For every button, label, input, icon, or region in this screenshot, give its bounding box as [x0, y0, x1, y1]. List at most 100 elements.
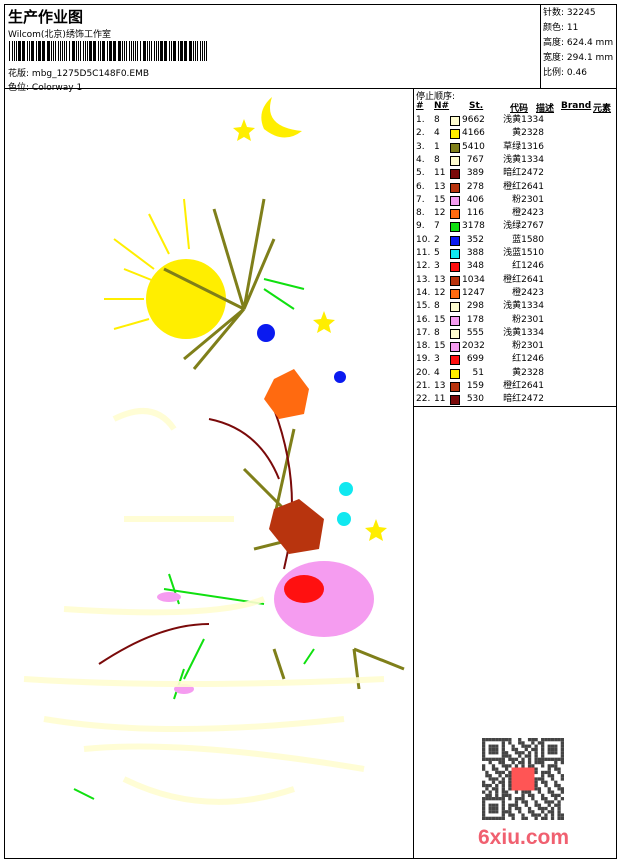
table-row: 21. 13 159 橙红2641 — [414, 380, 617, 393]
color-swatch — [450, 342, 460, 353]
row-index: 7. — [416, 194, 425, 205]
row-code: 暗红2472 — [503, 394, 544, 405]
row-stitches: 116 — [466, 208, 484, 219]
color-swatch — [450, 129, 460, 140]
row-stitches: 5410 — [462, 141, 485, 152]
table-row: 19. 3 699 红1246 — [414, 353, 617, 366]
color-swatch — [450, 368, 460, 379]
stat-height: 高度: 624.4 mm — [543, 38, 614, 48]
stat-stitches: 针数: 32245 — [543, 8, 596, 18]
row-needle: 5 — [434, 248, 440, 258]
row-code: 蓝1580 — [512, 234, 544, 245]
row-index: 5. — [416, 168, 425, 179]
row-needle: 15 — [434, 314, 446, 325]
row-stitches: 4166 — [462, 128, 485, 139]
row-code: 黄2328 — [512, 128, 544, 139]
seal-stamp — [511, 767, 535, 791]
color-swatch — [450, 142, 460, 153]
row-index: 21. — [416, 381, 431, 391]
table-row: 8. 12 116 橙2423 — [414, 207, 617, 220]
sun — [104, 198, 226, 339]
row-code: 浅黄1334 — [503, 115, 544, 125]
stop-sequence-label: 停止顺序: — [416, 92, 456, 102]
row-code: 浅黄1334 — [503, 154, 544, 165]
stats-box: 针数: 32245 颜色: 11 高度: 624.4 mm 宽度: 294.1 … — [540, 4, 617, 89]
table-row: 7. 15 406 粉2301 — [414, 194, 617, 207]
row-needle: 13 — [434, 381, 446, 391]
row-needle: 15 — [434, 194, 446, 205]
color-swatch — [450, 209, 460, 220]
table-row: 18. 15 2032 粉2301 — [414, 340, 617, 353]
stop-sequence-panel: 停止顺序: # N# St. 代码 描述 Brand 元素 1. 8 9662 浅黄1… — [414, 89, 617, 407]
col-element: 元素 — [593, 104, 612, 114]
row-code: 粉2301 — [512, 341, 544, 352]
star — [233, 119, 387, 541]
row-stitches: 2032 — [462, 341, 485, 352]
row-stitches: 51 — [472, 367, 484, 378]
row-needle: 13 — [434, 181, 446, 192]
row-index: 6. — [416, 181, 425, 192]
table-row: 4. 8 767 浅黄1334 — [414, 154, 617, 167]
row-code: 浅绿2767 — [503, 221, 544, 232]
blue-flowers — [257, 324, 353, 526]
row-index: 22. — [416, 394, 431, 405]
pattern-label: 花版: — [8, 69, 30, 79]
table-row: 22. 11 530 暗红2472 — [414, 393, 617, 406]
table-row: 2. 4 4166 黄2328 — [414, 127, 617, 140]
color-swatch — [450, 155, 460, 166]
row-index: 18. — [416, 341, 431, 352]
row-needle: 12 — [434, 208, 446, 219]
row-code: 橙2423 — [512, 208, 544, 219]
moon — [261, 97, 302, 138]
stems — [98, 408, 293, 665]
row-stitches: 178 — [466, 314, 484, 325]
row-index: 17. — [416, 327, 431, 338]
table-row: 3. 1 5410 草绿1316 — [414, 141, 617, 154]
row-stitches: 1034 — [462, 274, 485, 285]
row-code: 暗红2472 — [503, 168, 544, 179]
color-swatch — [450, 382, 460, 392]
row-code: 草绿1316 — [503, 141, 544, 152]
row-stitches: 389 — [466, 168, 484, 179]
row-index: 4. — [416, 154, 425, 165]
table-row: 14. 12 1247 橙2423 — [414, 287, 617, 300]
qr-code — [482, 738, 564, 820]
pattern-name: 花版: mbg_1275D5C148F0.EMB — [8, 66, 149, 79]
row-needle: 13 — [434, 274, 446, 285]
color-swatch — [450, 169, 460, 180]
table-row: 6. 13 278 橙红2641 — [414, 181, 617, 194]
row-stitches: 9662 — [462, 115, 485, 125]
orange-flowers — [264, 369, 324, 554]
row-code: 橙红2641 — [503, 381, 544, 391]
row-index: 14. — [416, 287, 431, 298]
col-code: 代码 — [510, 104, 529, 114]
row-index: 3. — [416, 141, 425, 152]
row-needle: 3 — [434, 354, 440, 365]
col-needle: N# — [434, 101, 450, 111]
sheet-frame — [4, 4, 617, 859]
table-row: 12. 3 348 红1246 — [414, 260, 617, 273]
row-needle: 4 — [434, 367, 440, 378]
table-row: 1. 8 9662 浅黄1334 — [414, 114, 617, 127]
row-code: 浅蓝1510 — [503, 248, 544, 258]
row-needle: 8 — [434, 154, 440, 165]
color-swatch — [450, 315, 460, 326]
col-stitches: St. — [469, 101, 484, 111]
header: 生产作业图 Wilcom(北京)绣饰工作室 花版: mbg_1275D5C148… — [4, 4, 617, 93]
row-code: 橙2423 — [512, 287, 544, 298]
row-index: 20. — [416, 367, 431, 378]
color-swatch — [450, 302, 460, 313]
stat-colors: 颜色: 11 — [543, 23, 579, 33]
row-stitches: 767 — [466, 154, 484, 165]
color-swatch — [450, 275, 460, 286]
row-needle: 12 — [434, 287, 446, 298]
row-code: 黄2328 — [512, 367, 544, 378]
table-row: 5. 11 389 暗红2472 — [414, 167, 617, 180]
table-row: 9. 7 3178 浅绿2767 — [414, 220, 617, 233]
col-description: 描述 — [536, 104, 555, 114]
row-needle: 8 — [434, 301, 440, 312]
row-stitches: 352 — [466, 234, 484, 245]
table-row: 20. 4 51 黄2328 — [414, 367, 617, 380]
row-code: 红1246 — [512, 354, 544, 365]
table-row: 13. 13 1034 橙红2641 — [414, 274, 617, 287]
